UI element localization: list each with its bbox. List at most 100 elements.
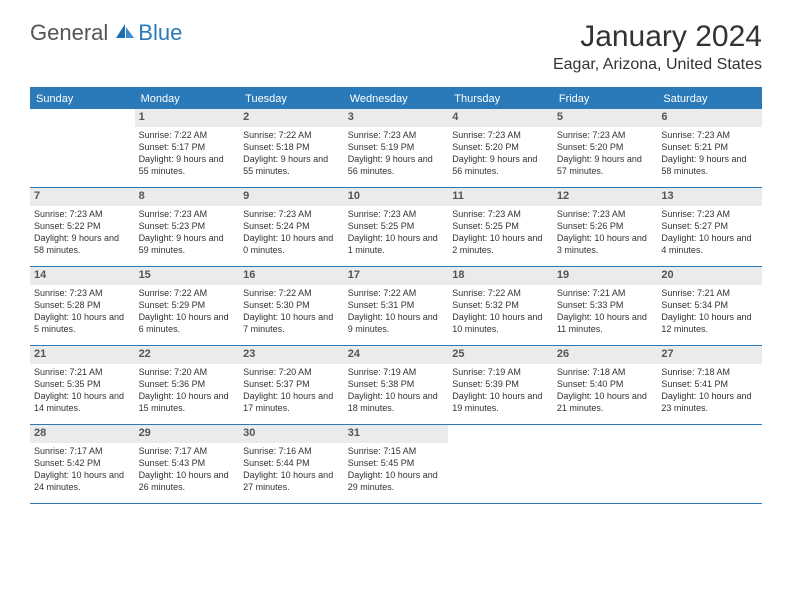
day-number: 1 <box>135 109 240 127</box>
day-number: 16 <box>239 267 344 285</box>
calendar-week: 7Sunrise: 7:23 AMSunset: 5:22 PMDaylight… <box>30 188 762 267</box>
sunrise-line: Sunrise: 7:19 AM <box>348 367 445 378</box>
sunset-line: Sunset: 5:40 PM <box>557 379 654 390</box>
calendar-day-22: 22Sunrise: 7:20 AMSunset: 5:36 PMDayligh… <box>135 346 240 424</box>
dayname-saturday: Saturday <box>657 89 762 109</box>
calendar-day-13: 13Sunrise: 7:23 AMSunset: 5:27 PMDayligh… <box>657 188 762 266</box>
sunrise-line: Sunrise: 7:23 AM <box>452 130 549 141</box>
sunrise-line: Sunrise: 7:23 AM <box>661 209 758 220</box>
title-block: January 2024 Eagar, Arizona, United Stat… <box>553 20 762 74</box>
day-number: 26 <box>553 346 658 364</box>
calendar-day-31: 31Sunrise: 7:15 AMSunset: 5:45 PMDayligh… <box>344 425 449 503</box>
calendar-day-30: 30Sunrise: 7:16 AMSunset: 5:44 PMDayligh… <box>239 425 344 503</box>
daylight-line: Daylight: 9 hours and 55 minutes. <box>243 154 340 177</box>
sunrise-line: Sunrise: 7:23 AM <box>557 209 654 220</box>
daylight-line: Daylight: 9 hours and 55 minutes. <box>139 154 236 177</box>
sunrise-line: Sunrise: 7:23 AM <box>557 130 654 141</box>
sunset-line: Sunset: 5:45 PM <box>348 458 445 469</box>
sunset-line: Sunset: 5:25 PM <box>348 221 445 232</box>
calendar-day-empty: 0 <box>448 425 553 503</box>
calendar: SundayMondayTuesdayWednesdayThursdayFrid… <box>30 87 762 504</box>
calendar-day-empty: 0 <box>657 425 762 503</box>
sunset-line: Sunset: 5:24 PM <box>243 221 340 232</box>
calendar-day-17: 17Sunrise: 7:22 AMSunset: 5:31 PMDayligh… <box>344 267 449 345</box>
sunrise-line: Sunrise: 7:22 AM <box>139 130 236 141</box>
calendar-day-2: 2 Sunrise: 7:22 AMSunset: 5:18 PMDaylight… <box>239 109 344 187</box>
calendar-day-26: 26 Sunrise: 7:18 AMSunset: 5:40 PMDayligh… <box>553 346 658 424</box>
sunset-line: Sunset: 5:22 PM <box>34 221 131 232</box>
day-number: 2 <box>239 109 344 127</box>
sunset-line: Sunset: 5:18 PM <box>243 142 340 153</box>
calendar-week: 28Sunrise: 7:17 AMSunset: 5:42 PMDayligh… <box>30 425 762 504</box>
daylight-line: Daylight: 10 hours and 19 minutes. <box>452 391 549 414</box>
daylight-line: Daylight: 10 hours and 2 minutes. <box>452 233 549 256</box>
sunset-line: Sunset: 5:34 PM <box>661 300 758 311</box>
header: General Blue January 2024 Eagar, Arizona… <box>0 0 792 79</box>
daylight-line: Daylight: 9 hours and 56 minutes. <box>348 154 445 177</box>
sunset-line: Sunset: 5:39 PM <box>452 379 549 390</box>
day-number: 8 <box>135 188 240 206</box>
day-number: 12 <box>553 188 658 206</box>
daylight-line: Daylight: 10 hours and 27 minutes. <box>243 470 340 493</box>
dayname-monday: Monday <box>135 89 240 109</box>
day-number: 17 <box>344 267 449 285</box>
day-number: 5 <box>553 109 658 127</box>
sunset-line: Sunset: 5:27 PM <box>661 221 758 232</box>
daylight-line: Daylight: 10 hours and 10 minutes. <box>452 312 549 335</box>
day-number: 10 <box>344 188 449 206</box>
daylight-line: Daylight: 10 hours and 15 minutes. <box>139 391 236 414</box>
dayname-sunday: Sunday <box>30 89 135 109</box>
daylight-line: Daylight: 10 hours and 17 minutes. <box>243 391 340 414</box>
daylight-line: Daylight: 10 hours and 6 minutes. <box>139 312 236 335</box>
daylight-line: Daylight: 9 hours and 59 minutes. <box>139 233 236 256</box>
sunrise-line: Sunrise: 7:18 AM <box>557 367 654 378</box>
day-number: 29 <box>135 425 240 443</box>
sunset-line: Sunset: 5:37 PM <box>243 379 340 390</box>
calendar-day-11: 11Sunrise: 7:23 AMSunset: 5:25 PMDayligh… <box>448 188 553 266</box>
sunset-line: Sunset: 5:30 PM <box>243 300 340 311</box>
page-title: January 2024 <box>553 20 762 54</box>
location-text: Eagar, Arizona, United States <box>553 56 762 74</box>
sunset-line: Sunset: 5:17 PM <box>139 142 236 153</box>
sunrise-line: Sunrise: 7:17 AM <box>139 446 236 457</box>
daylight-line: Daylight: 10 hours and 23 minutes. <box>661 391 758 414</box>
daylight-line: Daylight: 10 hours and 1 minute. <box>348 233 445 256</box>
calendar-day-14: 14Sunrise: 7:23 AMSunset: 5:28 PMDayligh… <box>30 267 135 345</box>
daylight-line: Daylight: 10 hours and 5 minutes. <box>34 312 131 335</box>
sunrise-line: Sunrise: 7:23 AM <box>348 130 445 141</box>
day-number: 14 <box>30 267 135 285</box>
calendar-day-27: 27Sunrise: 7:18 AMSunset: 5:41 PMDayligh… <box>657 346 762 424</box>
sunset-line: Sunset: 5:43 PM <box>139 458 236 469</box>
day-number: 30 <box>239 425 344 443</box>
calendar-day-4: 4Sunrise: 7:23 AMSunset: 5:20 PMDaylight… <box>448 109 553 187</box>
dayname-tuesday: Tuesday <box>239 89 344 109</box>
day-number: 20 <box>657 267 762 285</box>
sunrise-line: Sunrise: 7:21 AM <box>661 288 758 299</box>
daylight-line: Daylight: 10 hours and 0 minutes. <box>243 233 340 256</box>
calendar-day-21: 21Sunrise: 7:21 AMSunset: 5:35 PMDayligh… <box>30 346 135 424</box>
sunset-line: Sunset: 5:41 PM <box>661 379 758 390</box>
sunrise-line: Sunrise: 7:23 AM <box>34 209 131 220</box>
sunset-line: Sunset: 5:26 PM <box>557 221 654 232</box>
sunset-line: Sunset: 5:20 PM <box>557 142 654 153</box>
calendar-day-24: 24Sunrise: 7:19 AMSunset: 5:38 PMDayligh… <box>344 346 449 424</box>
daylight-line: Daylight: 10 hours and 11 minutes. <box>557 312 654 335</box>
daylight-line: Daylight: 10 hours and 7 minutes. <box>243 312 340 335</box>
sunset-line: Sunset: 5:32 PM <box>452 300 549 311</box>
daylight-line: Daylight: 9 hours and 58 minutes. <box>34 233 131 256</box>
day-number: 15 <box>135 267 240 285</box>
daylight-line: Daylight: 9 hours and 58 minutes. <box>661 154 758 177</box>
daylight-line: Daylight: 10 hours and 21 minutes. <box>557 391 654 414</box>
sunset-line: Sunset: 5:28 PM <box>34 300 131 311</box>
sunrise-line: Sunrise: 7:22 AM <box>243 130 340 141</box>
day-number: 19 <box>553 267 658 285</box>
calendar-day-10: 10Sunrise: 7:23 AMSunset: 5:25 PMDayligh… <box>344 188 449 266</box>
sunrise-line: Sunrise: 7:20 AM <box>139 367 236 378</box>
sunrise-line: Sunrise: 7:23 AM <box>661 130 758 141</box>
calendar-day-8: 8Sunrise: 7:23 AMSunset: 5:23 PMDaylight… <box>135 188 240 266</box>
sunrise-line: Sunrise: 7:22 AM <box>139 288 236 299</box>
day-number: 21 <box>30 346 135 364</box>
sunrise-line: Sunrise: 7:18 AM <box>661 367 758 378</box>
calendar-day-6: 6Sunrise: 7:23 AMSunset: 5:21 PMDaylight… <box>657 109 762 187</box>
sunrise-line: Sunrise: 7:16 AM <box>243 446 340 457</box>
